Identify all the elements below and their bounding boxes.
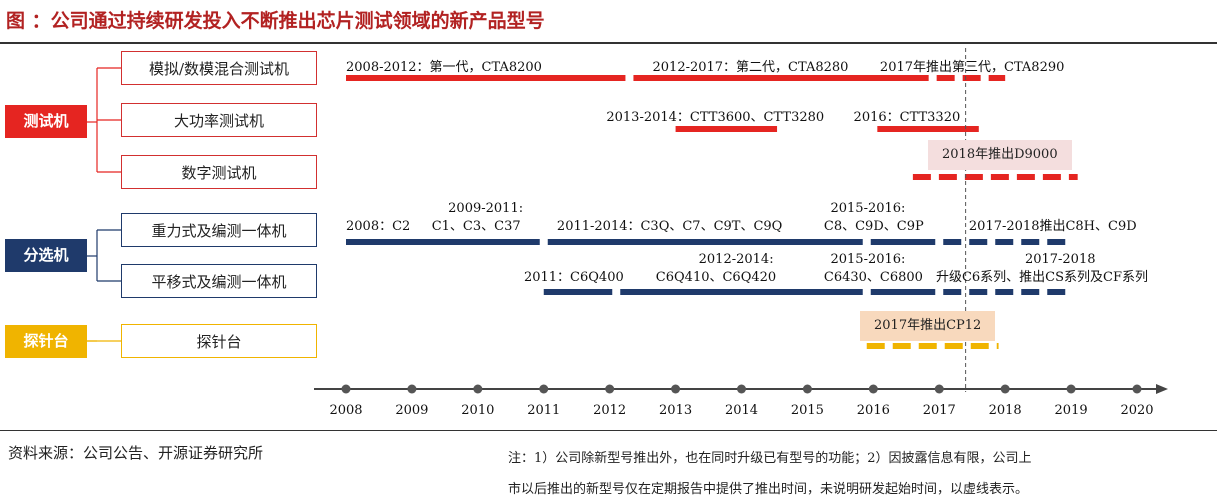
footnote-line-2: 市以后推出的新型号仅在定期报告中提供了推出时间，未说明研发起始时间，以虚线表示。 [508,482,1029,497]
axis-dot-2012 [605,384,615,394]
product-box-high-power-tester: 大功率测试机 [121,103,317,137]
tick-label-2010: 2010 [461,403,494,418]
category-tester: 测试机 [5,105,87,138]
bar-label-row3-2: C1、C3、C37 [431,219,521,234]
bottom-rule [0,430,1217,431]
bar-label-row4-5: 2017-2018 [1024,252,1096,267]
axis-dot-2011 [539,384,549,394]
tick-label-2011: 2011 [527,403,560,418]
product-box-analog-mixed-tester: 模拟/数模混合测试机 [121,51,317,85]
bar-label-row0-0: 2008-2012：第一代，CTA8200 [346,60,542,75]
top-rule [0,42,1217,44]
axis-dot-2010 [473,384,483,394]
x-axis-arrow [1156,384,1168,394]
footnote-line-1: 注：1）公司除新型号推出外，也在同时升级已有型号的功能；2）因披露信息有限，公司… [508,451,1032,466]
tick-label-2016: 2016 [857,403,890,418]
bar-label-row1-0: 2013-2014：CTT3600、CTT3280 [606,110,825,125]
figure-title: 图 ：公司通过持续研发投入不断推出芯片测试领域的新产品型号 [6,10,545,32]
bar-label-row4-4: C6430、C6800 [823,270,923,285]
bar-label-row0-1: 2012-2017：第二代，CTA8280 [652,60,849,75]
bar-label-row0-2: 2017年推出第三代，CTA8290 [879,60,1065,75]
axis-dot-2015 [802,384,812,394]
category-prober: 探针台 [5,325,87,358]
axis-dot-2018 [1000,384,1010,394]
tick-label-2014: 2014 [725,403,758,418]
tick-label-2015: 2015 [791,403,824,418]
source-text: 资料来源：公司公告、开源证券研究所 [8,444,264,462]
note-d9000: 2018年推出D9000 [928,140,1072,170]
axis-dot-2016 [868,384,878,394]
axis-dot-2019 [1066,384,1076,394]
bar-label-row4-2: C6Q410、C6Q420 [655,270,777,285]
product-box-digital-tester: 数字测试机 [121,155,317,189]
axis-dot-2014 [737,384,746,394]
bar-label-row3-3: 2011-2014：C3Q、C7、C9T、C9Q [556,219,783,234]
tick-label-2012: 2012 [593,403,626,418]
product-box-pick-place-sorter: 平移式及编测一体机 [121,264,317,298]
tick-label-2013: 2013 [659,403,692,418]
tick-label-2018: 2018 [989,403,1022,418]
bar-label-row3-6: 2017-2018推出C8H、C9D [968,219,1137,234]
bar-label-row3-1: 2009-2011: [448,201,524,216]
bar-label-row1-1: 2016：CTT3320 [853,110,961,125]
axis-dot-2017 [934,384,944,394]
tick-label-2017: 2017 [923,403,956,418]
tick-label-2020: 2020 [1120,403,1153,418]
axis-dot-2020 [1132,384,1142,394]
bar-label-row3-5: C8、C9D、C9P [823,219,924,234]
product-box-prober: 探针台 [121,324,317,358]
bar-label-row4-1: 2012-2014: [698,252,774,267]
bar-label-row4-0: 2011：C6Q400 [523,270,624,285]
tick-label-2019: 2019 [1055,403,1088,418]
axis-dot-2008 [341,384,351,394]
tick-label-2009: 2009 [395,403,428,418]
bar-label-row4-3: 2015-2016: [830,252,906,267]
category-sorter: 分选机 [5,239,87,272]
axis-dot-2009 [407,384,417,394]
note-cp12: 2017年推出CP12 [860,311,996,341]
tick-label-2008: 2008 [329,403,362,418]
product-box-gravity-sorter: 重力式及编测一体机 [121,213,317,247]
bar-label-row4-6: 升级C6系列、推出CS系列及CF系列 [935,270,1148,285]
axis-dot-2013 [671,384,681,394]
bar-label-row3-0: 2008：C2 [346,219,411,234]
bar-label-row3-4: 2015-2016: [830,201,906,216]
